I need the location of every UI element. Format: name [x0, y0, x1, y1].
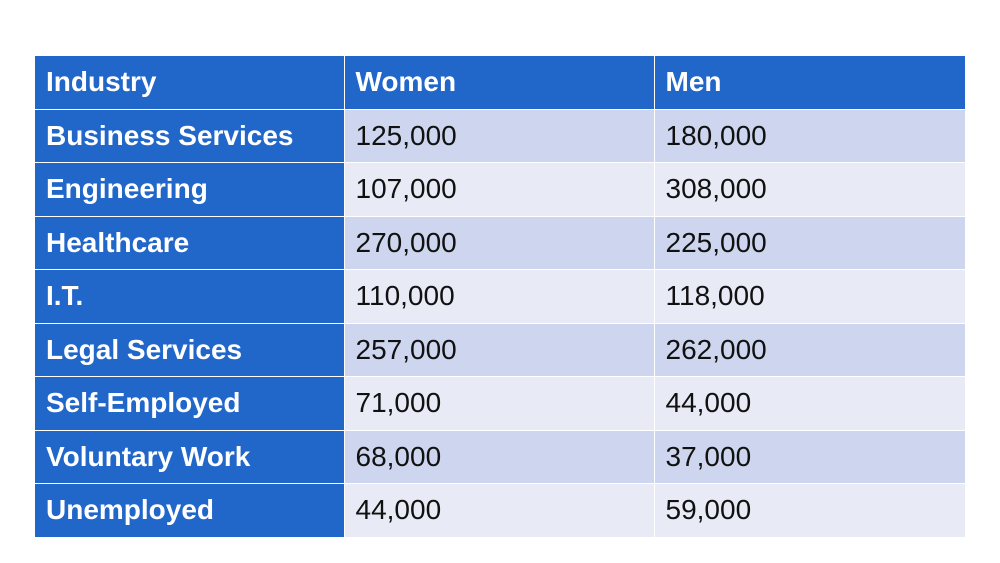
industry-cell: Unemployed — [35, 483, 345, 538]
table-row: Healthcare 270,000 225,000 — [35, 216, 965, 270]
industry-cell: Voluntary Work — [35, 430, 345, 484]
men-cell: 308,000 — [654, 162, 965, 217]
women-cell: 107,000 — [344, 162, 655, 217]
header-industry: Industry — [35, 56, 345, 110]
industry-cell: Engineering — [35, 162, 345, 217]
women-cell: 125,000 — [344, 109, 655, 163]
industry-cell: Self-Employed — [35, 376, 345, 431]
women-cell: 270,000 — [344, 216, 655, 270]
men-cell: 262,000 — [654, 323, 965, 377]
men-cell: 37,000 — [654, 430, 965, 484]
header-row: Industry Women Men — [35, 56, 965, 110]
women-cell: 110,000 — [344, 269, 655, 324]
data-table-container: Industry Women Men Business Services 125,… — [35, 56, 965, 538]
table-row: Business Services 125,000 180,000 — [35, 109, 965, 163]
men-cell: 59,000 — [654, 483, 965, 538]
men-cell: 44,000 — [654, 376, 965, 431]
industry-cell: Legal Services — [35, 323, 345, 377]
men-cell: 180,000 — [654, 109, 965, 163]
industry-cell: I.T. — [35, 269, 345, 324]
header-women: Women — [344, 56, 655, 110]
women-cell: 44,000 — [344, 483, 655, 538]
industry-table: Industry Women Men Business Services 125,… — [35, 56, 965, 538]
men-cell: 225,000 — [654, 216, 965, 270]
women-cell: 71,000 — [344, 376, 655, 431]
industry-cell: Business Services — [35, 109, 345, 163]
header-men: Men — [654, 56, 965, 110]
table-row: Legal Services 257,000 262,000 — [35, 323, 965, 377]
table-row: I.T. 110,000 118,000 — [35, 269, 965, 324]
table-row: Self-Employed 71,000 44,000 — [35, 376, 965, 431]
table-row: Voluntary Work 68,000 37,000 — [35, 430, 965, 484]
women-cell: 257,000 — [344, 323, 655, 377]
women-cell: 68,000 — [344, 430, 655, 484]
industry-cell: Healthcare — [35, 216, 345, 270]
table-row: Engineering 107,000 308,000 — [35, 162, 965, 217]
table-row: Unemployed 44,000 59,000 — [35, 483, 965, 538]
men-cell: 118,000 — [654, 269, 965, 324]
